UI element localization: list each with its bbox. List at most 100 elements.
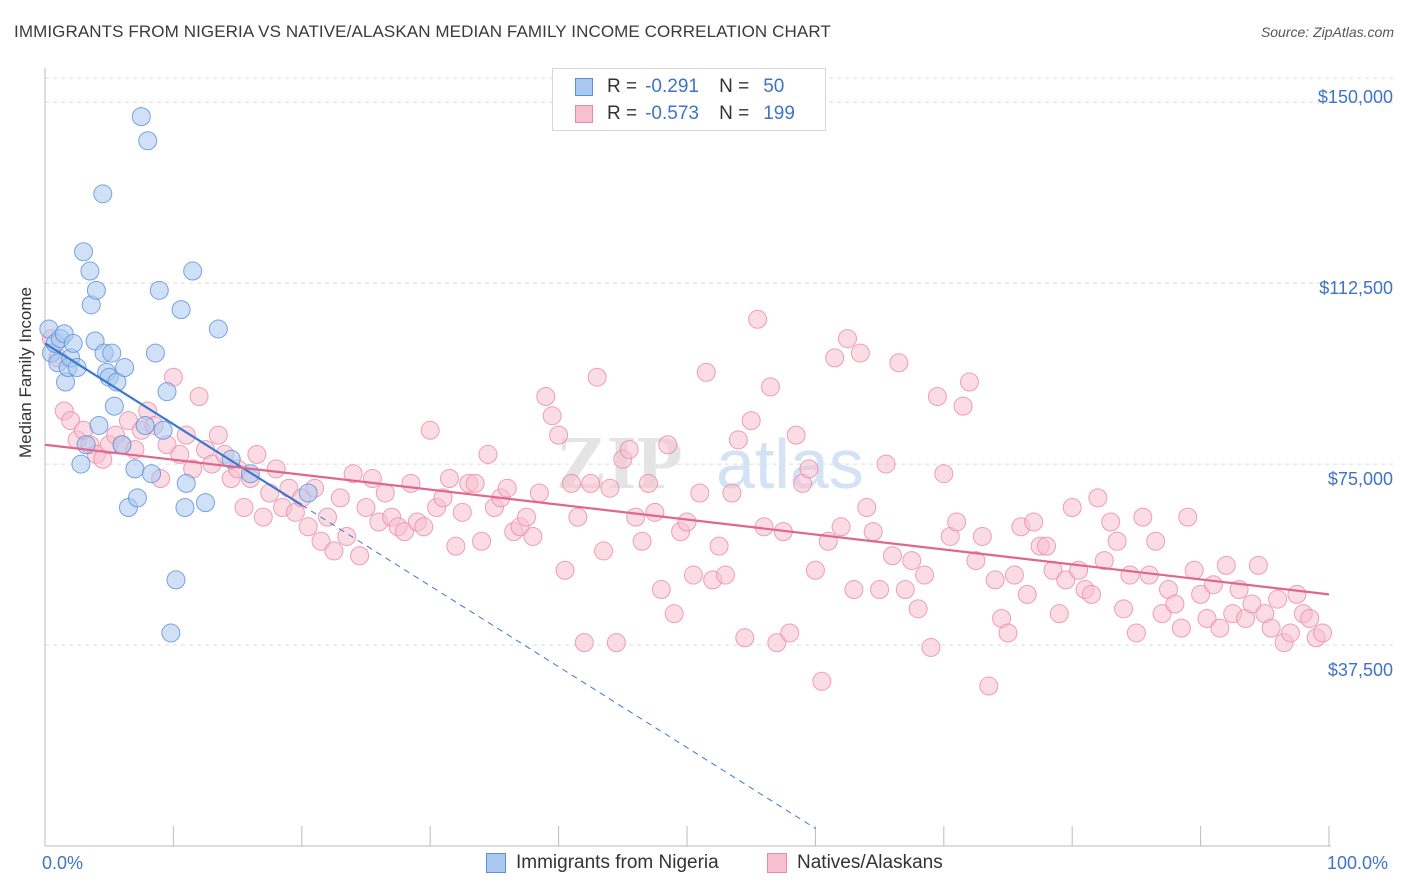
data-point — [317, 507, 337, 527]
data-point — [1184, 560, 1204, 580]
data-point — [414, 517, 434, 537]
data-point — [1300, 608, 1320, 628]
data-point — [1165, 594, 1185, 614]
data-point — [1088, 488, 1108, 508]
data-point — [350, 546, 370, 566]
trend-line — [44, 342, 303, 507]
data-point — [112, 435, 132, 455]
data-point — [1049, 604, 1069, 624]
r-label: R = — [607, 103, 638, 124]
data-point — [915, 565, 935, 585]
data-point — [555, 560, 575, 580]
legend-label-natives: Natives/Alaskans — [797, 852, 943, 873]
n-value: 199 — [763, 103, 795, 124]
data-point — [561, 473, 581, 493]
data-point — [131, 107, 151, 127]
data-point — [311, 531, 331, 551]
data-point — [1094, 551, 1114, 571]
data-point — [696, 362, 716, 382]
data-point — [356, 497, 376, 517]
data-point — [1152, 604, 1172, 624]
data-point — [959, 372, 979, 392]
data-point — [683, 565, 703, 585]
data-point — [844, 580, 864, 600]
data-point — [947, 512, 967, 532]
data-point — [208, 425, 228, 445]
trend-lines — [44, 342, 1330, 829]
data-point — [1146, 531, 1166, 551]
data-point — [722, 483, 742, 503]
data-point — [253, 507, 273, 527]
data-point — [805, 560, 825, 580]
data-point — [664, 604, 684, 624]
series-natives-alaskans — [41, 309, 1333, 696]
y-tick-112500: $112,500 — [1319, 278, 1393, 298]
data-point — [863, 522, 883, 542]
data-point — [135, 415, 155, 435]
data-point — [536, 387, 556, 407]
stats-swatch-pink — [575, 105, 593, 123]
data-point — [594, 541, 614, 561]
data-point — [161, 623, 181, 643]
data-point — [1216, 555, 1236, 575]
data-point — [465, 473, 485, 493]
data-point — [786, 425, 806, 445]
data-point — [690, 483, 710, 503]
data-point — [850, 343, 870, 363]
data-point — [61, 411, 81, 431]
stats-row-nigeria: R = -0.291 N = 50 — [575, 75, 784, 99]
data-point — [677, 512, 697, 532]
data-point — [1210, 618, 1230, 638]
legend-label-nigeria: Immigrants from Nigeria — [516, 852, 719, 873]
data-point — [196, 493, 215, 513]
chart-title: IMMIGRANTS FROM NIGERIA VS NATIVE/ALASKA… — [14, 22, 831, 41]
data-point — [1056, 570, 1076, 590]
trend-line — [44, 443, 1330, 596]
data-point — [104, 396, 124, 416]
legend-swatch-pink — [767, 853, 787, 873]
data-point — [1171, 618, 1191, 638]
data-point — [80, 261, 100, 281]
data-point — [767, 633, 787, 653]
data-point — [127, 488, 147, 508]
data-point — [189, 387, 209, 407]
legend-item-nigeria[interactable]: Immigrants from Nigeria — [486, 852, 719, 874]
data-point — [780, 623, 800, 643]
legend-item-natives[interactable]: Natives/Alaskans — [767, 852, 943, 874]
data-point — [542, 406, 562, 426]
data-point — [1287, 584, 1307, 604]
data-point — [870, 580, 890, 600]
data-point — [876, 454, 896, 474]
data-point — [1133, 507, 1153, 527]
x-tick-right: 100.0% — [1327, 853, 1389, 873]
data-point — [153, 420, 173, 440]
trend-line-extension — [301, 504, 816, 829]
data-point — [651, 580, 671, 600]
data-point — [433, 488, 453, 508]
data-point — [298, 517, 318, 537]
data-point — [1062, 497, 1082, 517]
stats-row-natives: R = -0.573 N = 199 — [575, 102, 795, 126]
data-point — [145, 343, 165, 363]
data-point — [908, 599, 928, 619]
r-value: -0.573 — [645, 103, 699, 124]
data-point — [171, 300, 191, 320]
data-point — [234, 497, 254, 517]
data-point — [166, 570, 186, 590]
data-point — [86, 280, 106, 300]
data-point — [89, 415, 109, 435]
data-point — [645, 502, 665, 522]
data-point — [709, 536, 729, 556]
data-point — [728, 430, 748, 450]
data-point — [934, 464, 954, 484]
data-point — [115, 358, 135, 378]
data-point — [1178, 507, 1198, 527]
data-point — [497, 478, 517, 498]
data-point — [401, 473, 421, 493]
data-point — [838, 329, 857, 349]
data-point — [266, 459, 286, 479]
data-point — [439, 469, 459, 489]
data-point — [478, 444, 498, 464]
data-point — [446, 536, 466, 556]
